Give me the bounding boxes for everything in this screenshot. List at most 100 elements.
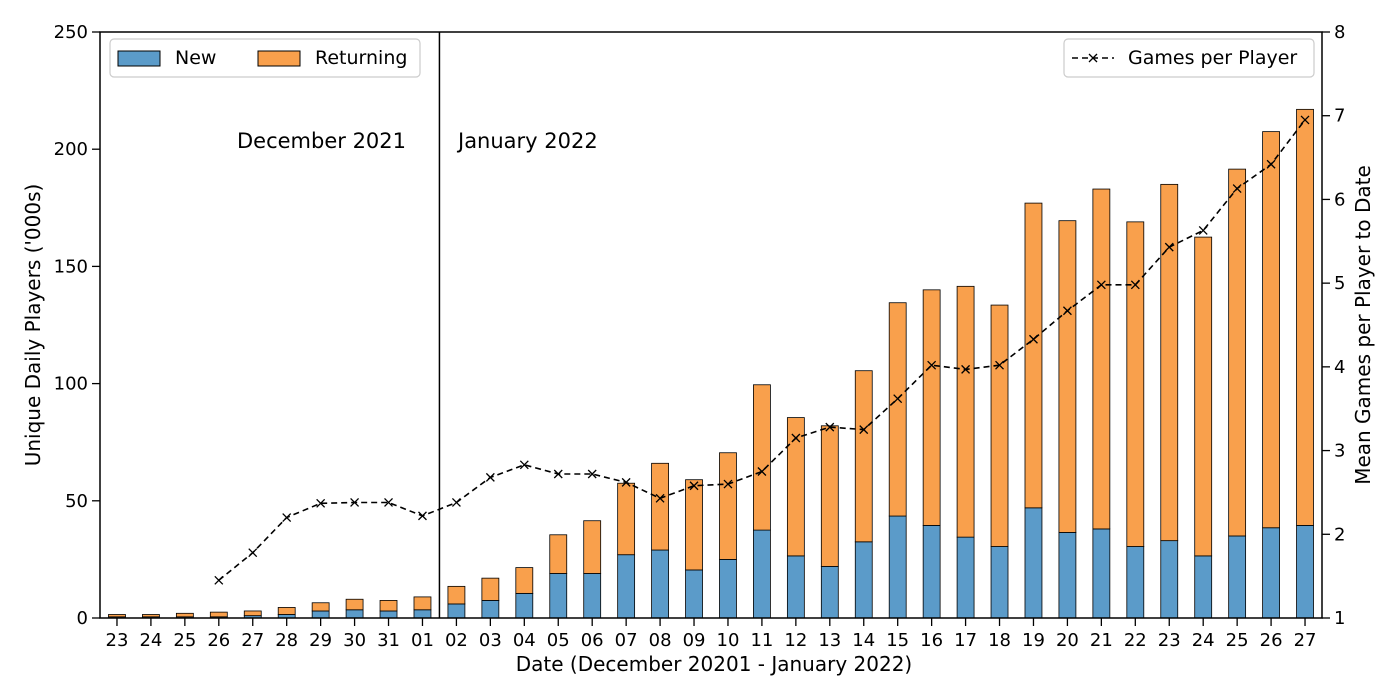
bar-returning-21	[820, 425, 839, 567]
bar-new-8	[379, 610, 398, 619]
bar-returning-3	[209, 611, 228, 618]
x-tick-label-17: 09	[683, 630, 706, 651]
x-tick-label-25: 17	[954, 630, 977, 651]
x-tick-label-18: 10	[717, 630, 740, 651]
x-tick-label-24: 16	[920, 630, 943, 651]
line-marker-32	[1198, 225, 1208, 235]
x-tick-label-22: 14	[852, 630, 875, 651]
bar-new-35	[1296, 525, 1314, 619]
line-marker-34	[1266, 159, 1276, 169]
bar-returning-35	[1296, 108, 1314, 526]
bar-new-34	[1262, 527, 1280, 619]
bar-returning-29	[1092, 188, 1111, 530]
line-marker-15	[621, 477, 631, 487]
bar-returning-10	[447, 585, 466, 605]
legend-label-games-per-player: Games per Player	[1128, 47, 1297, 69]
y-tick-label-0: 0	[77, 608, 88, 629]
bar-new-31	[1160, 540, 1179, 619]
x-tick-label-2: 25	[173, 630, 196, 651]
legend-line-marker-icon	[1088, 53, 1098, 63]
x-tick-label-12: 04	[513, 630, 536, 651]
bar-returning-0	[108, 614, 126, 618]
bar-new-12	[515, 592, 534, 619]
x-tick-label-19: 11	[750, 630, 773, 651]
x-tick-label-0: 23	[106, 630, 129, 651]
line-marker-12	[519, 460, 529, 470]
line-marker-29	[1096, 280, 1106, 290]
x-tick-label-1: 24	[139, 630, 162, 651]
y-tick-label-200: 200	[54, 139, 88, 160]
x-tick-label-10: 02	[445, 630, 468, 651]
line-marker-16	[655, 493, 665, 503]
bar-new-33	[1228, 535, 1247, 619]
line-marker-22	[859, 425, 869, 435]
bar-returning-8	[379, 600, 398, 612]
bar-returning-25	[956, 285, 975, 538]
bar-returning-28	[1058, 220, 1077, 533]
bar-new-22	[854, 541, 873, 619]
bar-returning-5	[277, 607, 296, 615]
x-tick-label-21: 13	[818, 630, 841, 651]
x-tick-label-11: 03	[479, 630, 502, 651]
line-marker-9	[418, 511, 427, 521]
annotation-january: January 2022	[456, 129, 598, 153]
bar-new-25	[956, 536, 975, 619]
line-marker-25	[961, 364, 971, 374]
bar-new-32	[1194, 555, 1213, 619]
bar-new-24	[922, 525, 941, 619]
line-marker-23	[893, 394, 903, 404]
bar-new-10	[447, 603, 466, 619]
x-tick-label-27: 19	[1022, 630, 1045, 651]
x-tick-label-9: 01	[411, 630, 434, 651]
bar-new-11	[481, 600, 500, 619]
x-tick-label-29: 21	[1090, 630, 1113, 651]
line-marker-17	[689, 481, 699, 491]
y2-axis-title: Mean Games per Player to Date	[1351, 165, 1375, 485]
x-tick-label-32: 24	[1192, 630, 1215, 651]
bar-returning-9	[413, 596, 432, 611]
y2-tick-label-1: 1	[1334, 608, 1345, 629]
bar-returning-31	[1160, 183, 1179, 542]
bar-returning-14	[583, 520, 602, 574]
x-tick-label-28: 20	[1056, 630, 1079, 651]
legend-swatch-new	[117, 50, 161, 67]
bar-returning-12	[515, 567, 534, 594]
legend-label-new: New	[175, 47, 216, 69]
x-axis-title: Date (December 20201 - January 2022)	[516, 652, 912, 676]
bar-new-17	[685, 569, 703, 619]
bar-returning-23	[888, 302, 907, 517]
legend-line: Games per Player	[1063, 38, 1315, 78]
bar-new-21	[820, 566, 839, 619]
line-marker-20	[791, 433, 801, 443]
bar-new-7	[345, 609, 364, 619]
bar-returning-13	[549, 534, 568, 574]
bar-returning-30	[1126, 221, 1145, 547]
x-tick-label-20: 12	[784, 630, 807, 651]
bar-returning-27	[1024, 202, 1043, 509]
bar-returning-18	[719, 452, 737, 560]
bar-new-19	[753, 529, 771, 619]
x-tick-label-33: 25	[1226, 630, 1249, 651]
line-marker-6	[316, 498, 326, 508]
line-marker-31	[1164, 242, 1174, 252]
line-marker-21	[825, 422, 835, 432]
bar-new-23	[888, 515, 907, 619]
bar-returning-34	[1262, 131, 1280, 529]
bar-returning-26	[990, 304, 1009, 547]
x-tick-label-35: 27	[1294, 630, 1317, 651]
x-tick-label-13: 05	[547, 630, 570, 651]
bar-new-18	[719, 559, 737, 619]
legend-bars: New Returning	[109, 38, 421, 78]
bar-returning-32	[1194, 236, 1213, 557]
bar-returning-15	[617, 482, 636, 556]
y-axis-title: Unique Daily Players ('000s)	[21, 184, 45, 467]
legend-swatch-returning	[257, 50, 301, 67]
legend-label-returning: Returning	[315, 47, 407, 69]
bar-returning-20	[786, 417, 805, 557]
bar-new-27	[1024, 507, 1043, 619]
x-tick-label-15: 07	[615, 630, 638, 651]
y2-tick-label-4: 4	[1334, 357, 1345, 378]
x-tick-label-6: 29	[309, 630, 332, 651]
